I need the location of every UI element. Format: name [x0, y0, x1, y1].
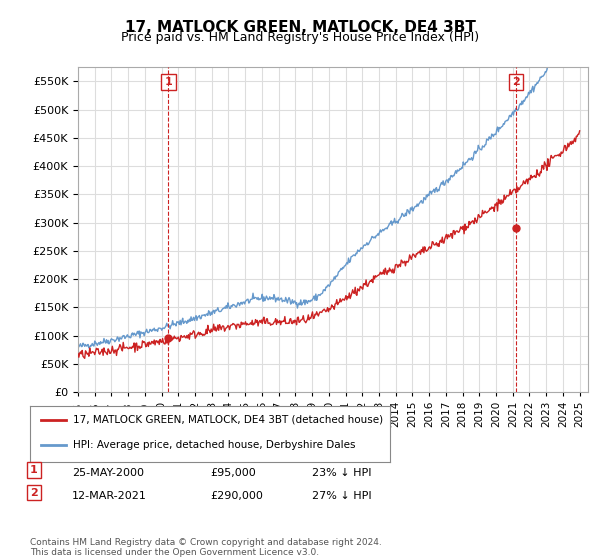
Text: 2: 2 [30, 488, 38, 498]
Text: 17, MATLOCK GREEN, MATLOCK, DE4 3BT (detached house): 17, MATLOCK GREEN, MATLOCK, DE4 3BT (det… [73, 415, 383, 425]
Text: Contains HM Land Registry data © Crown copyright and database right 2024.
This d: Contains HM Land Registry data © Crown c… [30, 538, 382, 557]
Text: 12-MAR-2021: 12-MAR-2021 [72, 491, 147, 501]
Text: 17, MATLOCK GREEN, MATLOCK, DE4 3BT: 17, MATLOCK GREEN, MATLOCK, DE4 3BT [125, 20, 475, 35]
Text: HPI: Average price, detached house, Derbyshire Dales: HPI: Average price, detached house, Derb… [73, 440, 356, 450]
Text: 25-MAY-2000: 25-MAY-2000 [72, 468, 144, 478]
Text: 1: 1 [164, 77, 172, 87]
Text: 23% ↓ HPI: 23% ↓ HPI [312, 468, 371, 478]
Text: 2: 2 [512, 77, 520, 87]
Text: Price paid vs. HM Land Registry's House Price Index (HPI): Price paid vs. HM Land Registry's House … [121, 31, 479, 44]
Text: 1: 1 [30, 465, 38, 475]
Text: 27% ↓ HPI: 27% ↓ HPI [312, 491, 371, 501]
Text: £95,000: £95,000 [210, 468, 256, 478]
Text: £290,000: £290,000 [210, 491, 263, 501]
